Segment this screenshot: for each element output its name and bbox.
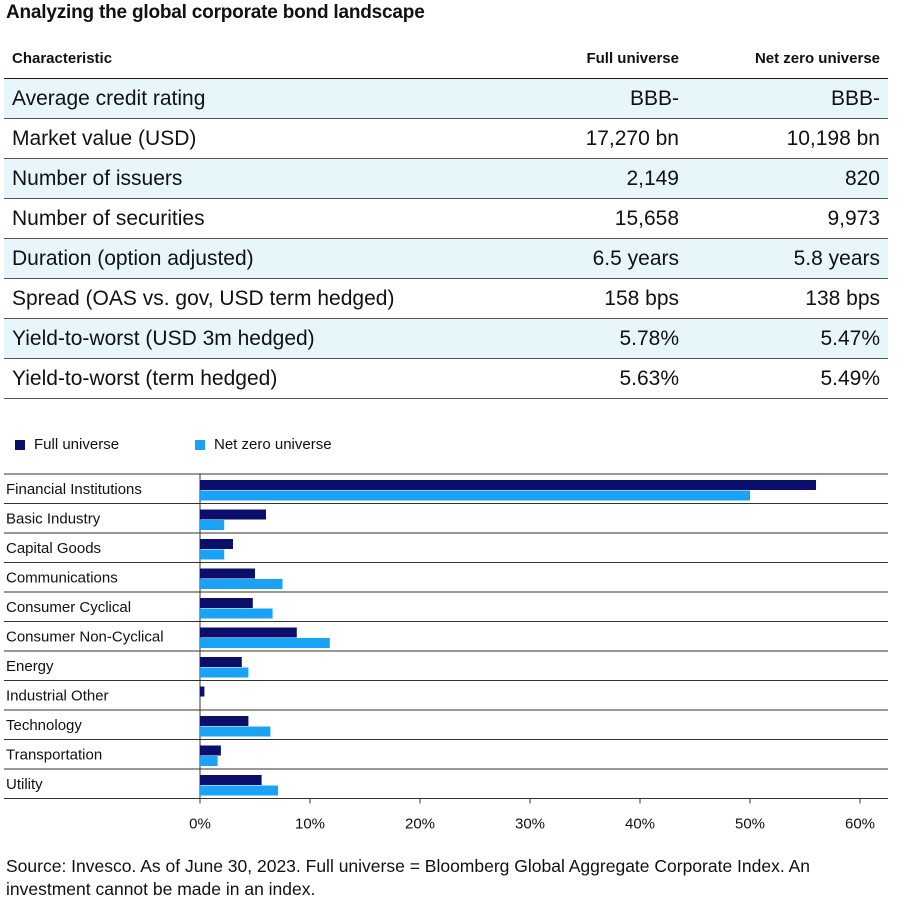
- row-net-zero-value: 820: [687, 158, 888, 199]
- row-characteristic: Market value (USD): [4, 118, 471, 159]
- row-net-zero-value: 10,198 bn: [687, 118, 888, 159]
- bar-full-universe: [200, 627, 297, 638]
- bar-net-zero-universe: [200, 608, 273, 619]
- table-row: Yield-to-worst (term hedged) 5.63% 5.49%: [4, 358, 888, 399]
- bar-full-universe: [200, 716, 249, 726]
- row-full-universe-value: 5.63%: [471, 358, 687, 399]
- bar-full-universe: [200, 509, 266, 520]
- row-net-zero-value: 5.8 years: [687, 238, 888, 279]
- row-characteristic: Number of issuers: [4, 158, 471, 199]
- row-net-zero-value: BBB-: [687, 78, 888, 119]
- bar-net-zero-universe: [200, 638, 330, 648]
- bar-full-universe: [200, 480, 816, 490]
- legend-swatch-net-zero: [195, 439, 205, 450]
- category-label: Communications: [6, 570, 118, 587]
- bar-full-universe: [200, 686, 205, 697]
- bar-full-universe: [200, 745, 221, 756]
- legend-label-net-zero: Net zero universe: [214, 436, 332, 453]
- bar-full-universe: [200, 568, 255, 579]
- row-full-universe-value: 158 bps: [471, 278, 687, 319]
- x-tick-label: 20%: [405, 816, 435, 833]
- header-full-universe: Full universe: [471, 38, 687, 79]
- x-tick-label: 10%: [295, 816, 325, 833]
- bar-net-zero-universe: [200, 785, 279, 796]
- x-tick-label: 30%: [515, 816, 545, 833]
- bar-net-zero-universe: [200, 756, 218, 766]
- category-label: Utility: [6, 776, 43, 793]
- table-row: Number of securities 15,658 9,973: [4, 198, 888, 239]
- bar-net-zero-universe: [200, 490, 750, 501]
- table-row: Average credit rating BBB- BBB-: [4, 78, 888, 119]
- row-full-universe-value: 2,149: [471, 158, 687, 199]
- table-header-row: Characteristic Full universe Net zero un…: [4, 38, 888, 79]
- row-full-universe-value: 6.5 years: [471, 238, 687, 279]
- header-net-zero-universe: Net zero universe: [687, 38, 888, 79]
- table-row: Spread (OAS vs. gov, USD term hedged) 158…: [4, 278, 888, 319]
- sector-bar-chart: Financial Institutions Basic Industry Capi…: [4, 473, 888, 833]
- row-characteristic: Duration (option adjusted): [4, 238, 471, 279]
- bar-full-universe: [200, 539, 233, 549]
- legend-item-full-universe: Full universe: [15, 436, 119, 453]
- source-note: Source: Invesco. As of June 30, 2023. Fu…: [6, 856, 811, 899]
- bar-net-zero-universe: [200, 579, 283, 589]
- x-tick-label: 0%: [189, 816, 211, 833]
- row-net-zero-value: 5.49%: [687, 358, 888, 399]
- bar-full-universe: [200, 657, 242, 667]
- row-net-zero-value: 138 bps: [687, 278, 888, 319]
- legend-swatch-full: [15, 439, 25, 450]
- legend-item-net-zero-universe: Net zero universe: [195, 436, 332, 453]
- row-net-zero-value: 9,973: [687, 198, 888, 239]
- x-tick-label: 50%: [735, 816, 765, 833]
- bar-net-zero-universe: [200, 726, 271, 737]
- category-label: Energy: [6, 658, 54, 675]
- row-full-universe-value: BBB-: [471, 78, 687, 119]
- table-row: Duration (option adjusted) 6.5 years 5.8 y…: [4, 238, 888, 279]
- bar-full-universe: [200, 598, 253, 608]
- category-label: Basic Industry: [6, 511, 101, 528]
- legend-label-full: Full universe: [34, 436, 120, 453]
- bar-full-universe: [200, 775, 262, 785]
- row-full-universe-value: 17,270 bn: [471, 118, 687, 159]
- category-label: Transportation: [6, 747, 102, 764]
- category-label: Financial Institutions: [6, 481, 142, 498]
- row-net-zero-value: 5.47%: [687, 318, 888, 359]
- header-characteristic: Characteristic: [4, 38, 471, 79]
- category-label: Consumer Non-Cyclical: [6, 629, 164, 646]
- page-title: Analyzing the global corporate bond land…: [6, 2, 425, 23]
- row-characteristic: Spread (OAS vs. gov, USD term hedged): [4, 278, 471, 319]
- table-row: Yield-to-worst (USD 3m hedged) 5.78% 5.47%: [4, 318, 888, 359]
- bar-net-zero-universe: [200, 667, 249, 678]
- x-tick-label: 40%: [625, 816, 655, 833]
- bar-net-zero-universe: [200, 549, 225, 560]
- row-characteristic: Number of securities: [4, 198, 471, 239]
- row-characteristic: Yield-to-worst (term hedged): [4, 358, 471, 399]
- bar-net-zero-universe: [200, 520, 225, 530]
- table-row: Market value (USD) 17,270 bn 10,198 bn: [4, 118, 888, 159]
- category-label: Industrial Other: [6, 688, 109, 705]
- category-label: Capital Goods: [6, 540, 101, 557]
- row-characteristic: Average credit rating: [4, 78, 471, 119]
- characteristics-table: Characteristic Full universe Net zero un…: [4, 38, 888, 399]
- category-label: Consumer Cyclical: [6, 599, 131, 616]
- row-characteristic: Yield-to-worst (USD 3m hedged): [4, 318, 471, 359]
- row-full-universe-value: 15,658: [471, 198, 687, 239]
- x-tick-label: 60%: [845, 816, 875, 833]
- category-label: Technology: [6, 717, 82, 734]
- table-row: Number of issuers 2,149 820: [4, 158, 888, 199]
- row-full-universe-value: 5.78%: [471, 318, 687, 359]
